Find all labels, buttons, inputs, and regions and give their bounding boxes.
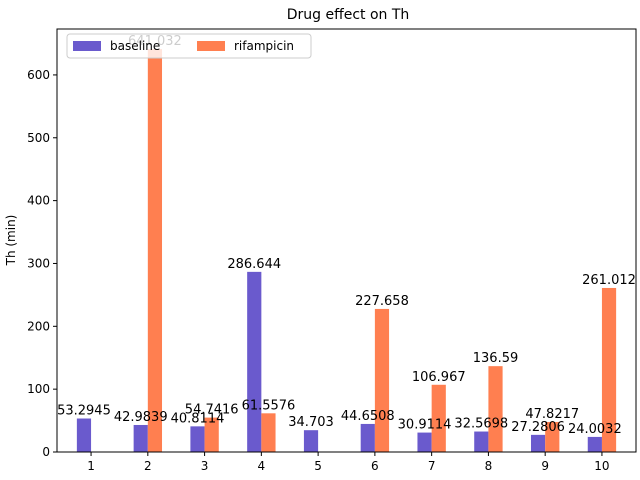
- plot-frame: [56, 28, 637, 453]
- legend-label-rifampicin: rifampicin: [234, 39, 294, 53]
- legend-box: [66, 33, 312, 59]
- bar-baseline-5: [303, 430, 319, 452]
- bar-rifampicin-8: [488, 366, 503, 452]
- data-label-baseline-5: 34.703: [288, 415, 334, 430]
- y-tick-label: 500: [27, 131, 50, 145]
- data-label-rifampicin-6: 227.658: [355, 294, 409, 309]
- data-labels-layer: 53.2945 42.9839 40.8114 286.644 34.703 44.650…: [57, 34, 636, 437]
- bar-rifampicin-10: [601, 287, 617, 452]
- y-axis-label: Th (min): [4, 215, 18, 267]
- x-tick-label: 4: [258, 459, 266, 473]
- y-tick-label: 600: [27, 68, 50, 82]
- bar-baseline-9: [530, 434, 546, 452]
- data-label-baseline-1: 53.2945: [57, 404, 111, 419]
- y-tick-label: 100: [27, 382, 50, 396]
- bars-layer: [76, 49, 617, 453]
- x-tick-label: 7: [428, 459, 436, 473]
- bar-baseline-1: [76, 418, 92, 452]
- x-tick-label: 5: [314, 459, 322, 473]
- data-label-baseline-10: 24.0032: [568, 422, 622, 437]
- data-label-baseline-6: 44.6508: [341, 409, 395, 424]
- bar-rifampicin-2: [147, 49, 163, 453]
- x-tick-label: 10: [594, 459, 609, 473]
- x-tick-label: 2: [144, 459, 152, 473]
- data-label-rifampicin-7: 106.967: [412, 370, 466, 385]
- x-tick-label: 9: [541, 459, 549, 473]
- data-label-baseline-3: 40.8114: [171, 411, 225, 426]
- bar-rifampicin-9: [545, 421, 560, 452]
- y-tick-label: 200: [27, 319, 50, 333]
- bar-baseline-3: [190, 426, 205, 452]
- legend-swatch-rifampicin: [197, 41, 225, 51]
- bar-rifampicin-3: [204, 417, 219, 452]
- data-label-rifampicin-10: 261.012: [582, 273, 636, 288]
- bar-baseline-2: [133, 424, 148, 452]
- bar-rifampicin-4: [261, 413, 276, 452]
- x-tick-label: 6: [371, 459, 379, 473]
- legend: baseline rifampicin: [66, 33, 312, 59]
- data-label-rifampicin-3: 54.7416: [185, 403, 239, 418]
- data-label-rifampicin-9: 47.8217: [525, 407, 579, 422]
- bar-baseline-4: [247, 271, 262, 452]
- x-tick-label: 3: [201, 459, 209, 473]
- axes-layer: 0 100 200 300 400 500 600 1 2 3 4 5 6 7 8 9 10: [27, 28, 637, 473]
- y-tick-label: 0: [42, 445, 50, 459]
- data-label-baseline-2: 42.9839: [114, 410, 168, 425]
- bar-baseline-10: [587, 436, 602, 452]
- data-label-baseline-7: 30.9114: [398, 418, 452, 433]
- y-tick-label: 300: [27, 256, 50, 270]
- bar-baseline-7: [417, 432, 432, 452]
- data-label-baseline-4: 286.644: [227, 257, 281, 272]
- bar-rifampicin-6: [374, 308, 390, 452]
- bar-baseline-8: [474, 431, 489, 452]
- data-label-rifampicin-8: 136.59: [473, 351, 519, 366]
- data-label-baseline-9: 27.2806: [511, 420, 565, 435]
- data-label-baseline-8: 32.5698: [454, 417, 508, 432]
- data-label-rifampicin-4: 61.5576: [242, 398, 296, 413]
- y-tick-label: 400: [27, 194, 50, 208]
- legend-swatch-baseline: [73, 41, 101, 51]
- chart-title: Drug effect on Th: [287, 7, 410, 23]
- bar-rifampicin-7: [431, 384, 446, 452]
- legend-label-baseline: baseline: [110, 39, 160, 53]
- bar-baseline-6: [360, 423, 375, 452]
- x-tick-label: 1: [87, 459, 95, 473]
- x-tick-label: 8: [485, 459, 493, 473]
